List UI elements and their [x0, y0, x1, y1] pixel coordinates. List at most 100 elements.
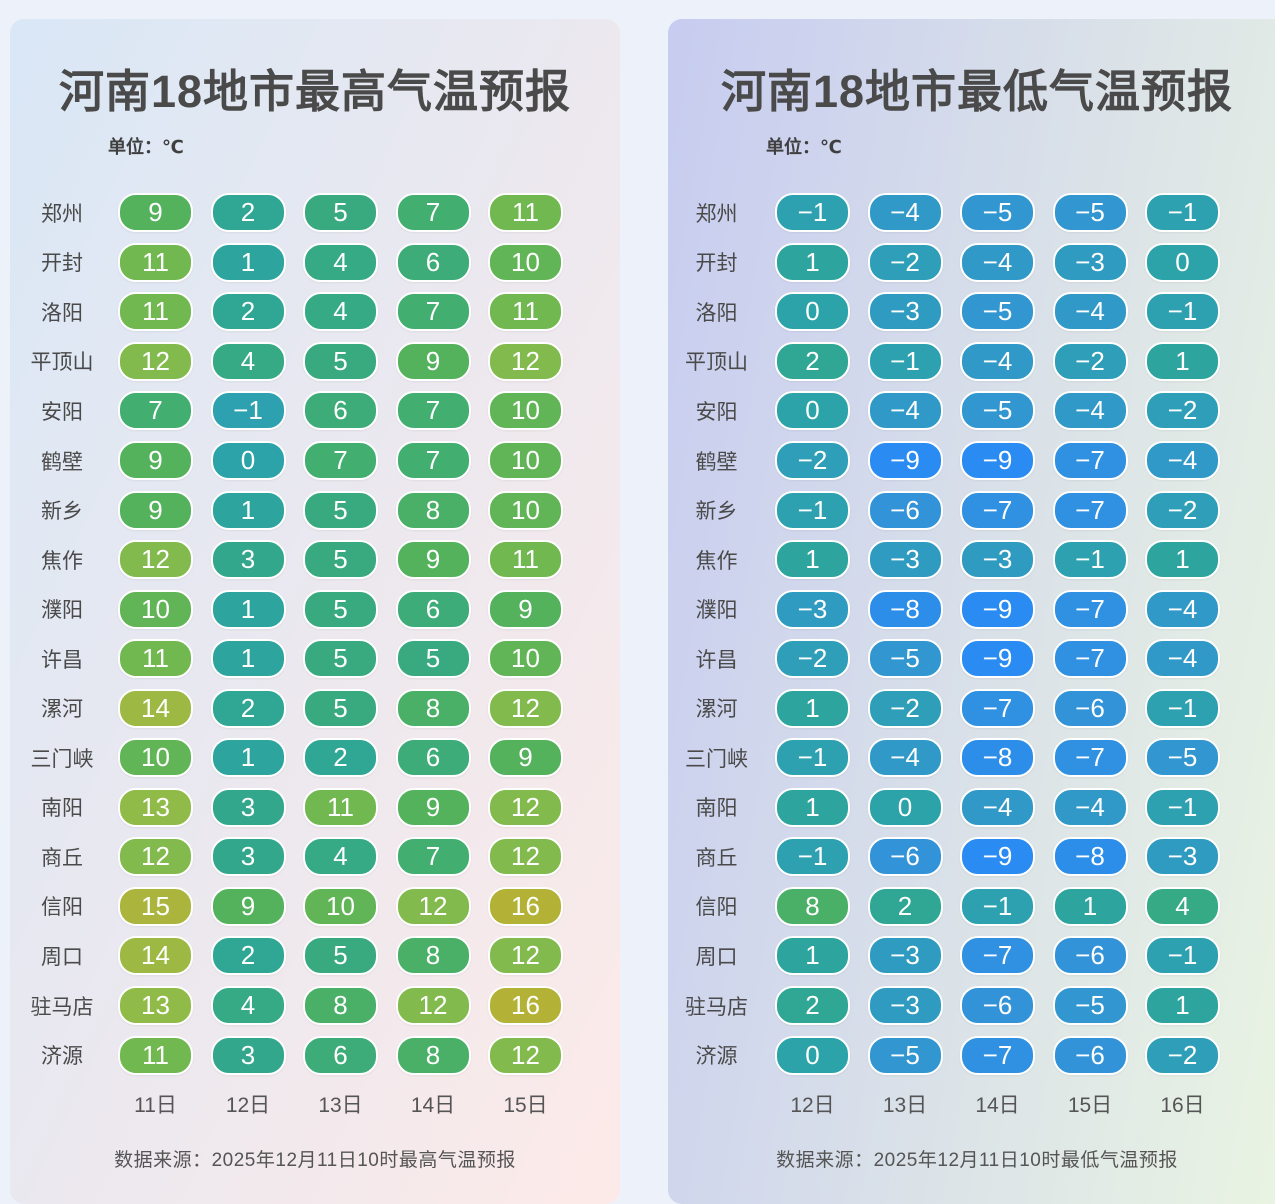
city-label: 济源	[41, 1045, 83, 1069]
temp-cell: 15	[118, 886, 193, 926]
temp-cell: 10	[488, 639, 563, 679]
temp-cell: 5	[303, 688, 378, 728]
temp-cell: −9	[960, 837, 1035, 877]
temp-cell: 5	[395, 639, 471, 679]
temp-cell: −5	[1052, 193, 1128, 233]
temp-cell: −7	[960, 490, 1035, 530]
temp-cell: −4	[1145, 589, 1220, 629]
temp-cell: 3	[210, 787, 286, 827]
column-header: 12日	[225, 1094, 271, 1117]
table-row: 漯河 1 −2 −7 −6 −1	[668, 683, 1275, 733]
temp-cell: −3	[867, 540, 943, 580]
min-temp-panel: 河南18地市最低气温预报 单位：℃ 郑州 −1 −4 −5 −5 −1 开封 1 −2 −4 −3 0…	[668, 19, 1275, 1204]
temp-cell: 11	[488, 540, 563, 580]
pill-group: 13 3 11 9 12	[118, 787, 563, 827]
temp-cell: −1	[1145, 193, 1220, 233]
temp-cell: 2	[210, 936, 286, 976]
temp-cell: 6	[303, 391, 378, 431]
temp-cell: −3	[867, 292, 943, 332]
column-header: 14日	[975, 1094, 1020, 1117]
temp-cell: 1	[775, 242, 850, 282]
panel-title-min: 河南18地市最低气温预报	[720, 66, 1234, 117]
temp-cell: 5	[303, 639, 378, 679]
pill-group: 12 3 5 9 11	[118, 540, 563, 580]
temp-cell: 6	[395, 589, 471, 629]
temp-cell: 4	[303, 242, 378, 282]
temp-cell: −3	[867, 936, 943, 976]
temp-cell: −6	[960, 986, 1035, 1026]
city-label: 信阳	[41, 896, 83, 920]
temp-cell: −6	[1052, 936, 1128, 976]
pill-group: 10 1 2 6 9	[118, 738, 563, 778]
temp-cell: 9	[395, 341, 471, 381]
city-label: 驻马店	[685, 995, 748, 1019]
pill-group: 1 −2 −7 −6 −1	[775, 688, 1220, 728]
temp-cell: −4	[867, 738, 943, 778]
temp-cell: 10	[303, 886, 378, 926]
column-header: 14日	[410, 1094, 456, 1117]
temp-cell: 2	[210, 688, 286, 728]
column-header: 15日	[503, 1094, 548, 1117]
table-row: 新乡 9 1 5 8 10	[10, 485, 620, 535]
temp-cell: 10	[488, 441, 563, 480]
temp-cell: −5	[867, 639, 943, 679]
temp-cell: 1	[775, 936, 850, 976]
table-row: 安阳 7 −1 6 7 10	[10, 386, 620, 436]
temp-cell: 12	[488, 787, 563, 827]
pill-group: 1 −3 −3 −1 1	[775, 540, 1220, 580]
table-row: 郑州 9 2 5 7 11	[10, 188, 620, 238]
table-row: 南阳 13 3 11 9 12	[10, 783, 620, 833]
temp-cell: 16	[488, 986, 563, 1026]
temp-cell: −1	[1145, 936, 1220, 976]
pill-group: −3 −8 −9 −7 −4	[775, 589, 1220, 629]
table-row: 济源 0 −5 −7 −6 −2	[668, 1030, 1275, 1080]
temp-cell: 1	[775, 688, 850, 728]
temp-cell: 12	[488, 688, 563, 728]
city-label: 新乡	[41, 500, 83, 524]
temp-cell: −7	[1052, 490, 1128, 530]
temp-cell: −7	[1052, 441, 1128, 480]
table-row: 洛阳 11 2 4 7 11	[10, 287, 620, 337]
pill-group: 1 −3 −7 −6 −1	[775, 936, 1220, 976]
pill-group: 13 4 8 12 16	[118, 986, 563, 1026]
temp-cell: −4	[867, 193, 943, 233]
city-label: 安阳	[41, 400, 83, 424]
city-label: 开封	[695, 252, 738, 276]
table-row: 周口 14 2 5 8 12	[10, 931, 620, 981]
temp-cell: −1	[775, 193, 850, 233]
pill-group: −1 −4 −5 −5 −1	[775, 193, 1220, 233]
temp-cell: 2	[303, 738, 378, 778]
pill-group: −1 −6 −9 −8 −3	[775, 837, 1220, 877]
pill-group: 0 −4 −5 −4 −2	[775, 391, 1220, 431]
table-row: 焦作 1 −3 −3 −1 1	[668, 535, 1275, 585]
temp-cell: 7	[395, 193, 471, 233]
column-header: 12日	[790, 1094, 835, 1117]
pill-group: 0 −3 −5 −4 −1	[775, 292, 1220, 332]
temp-cell: 12	[488, 341, 563, 381]
temp-cell: −7	[960, 1035, 1035, 1075]
temp-cell: 4	[210, 341, 286, 381]
temp-cell: −1	[1145, 292, 1220, 332]
city-label: 鹤壁	[695, 450, 738, 474]
pill-group: 11 2 4 7 11	[118, 292, 563, 332]
column-headers: 11日 12日 13日 14日 15日	[118, 1089, 563, 1119]
city-label: 南阳	[41, 797, 83, 821]
pill-group: −1 −4 −8 −7 −5	[775, 738, 1220, 778]
temp-cell: −7	[960, 688, 1035, 728]
temp-cell: −1	[775, 738, 850, 778]
table-row: 三门峡 10 1 2 6 9	[10, 733, 620, 783]
temp-cell: 12	[395, 886, 471, 926]
temp-cell: 9	[395, 787, 471, 827]
table-row: 信阳 15 9 10 12 16	[10, 882, 620, 932]
temp-cell: 9	[118, 193, 193, 233]
column-header: 11日	[134, 1094, 177, 1117]
pill-group: 2 −1 −4 −2 1	[775, 341, 1220, 381]
temp-cell: −5	[960, 391, 1035, 431]
temp-cell: −4	[1145, 639, 1220, 679]
table-row: 南阳 1 0 −4 −4 −1	[668, 783, 1275, 833]
temp-cell: 2	[775, 986, 850, 1026]
temp-cell: 0	[775, 391, 850, 431]
temp-cell: 1	[210, 589, 286, 629]
temp-cell: 13	[118, 986, 193, 1026]
temp-cell: 7	[395, 391, 471, 431]
